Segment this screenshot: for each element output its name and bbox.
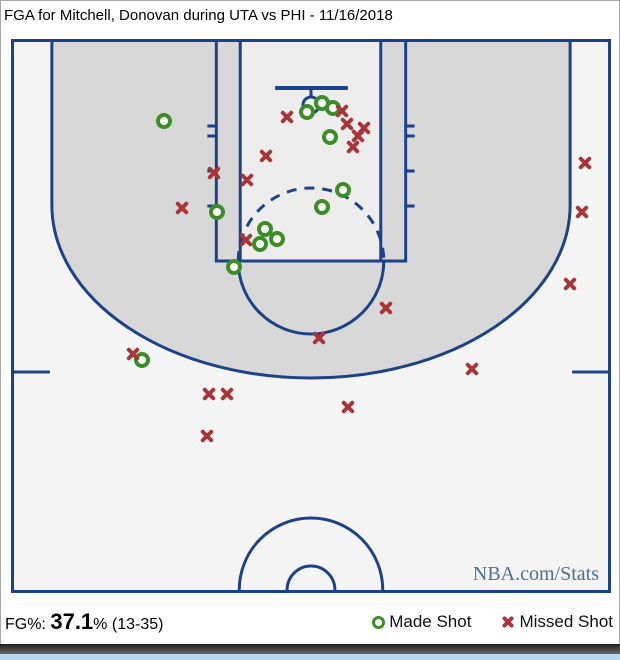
missed-shot-marker[interactable]: [174, 200, 190, 216]
made-shot-marker[interactable]: [156, 113, 172, 129]
missed-shot-marker[interactable]: [562, 276, 578, 292]
missed-shot-marker[interactable]: [574, 204, 590, 220]
legend: Made Shot Missed Shot: [372, 599, 613, 645]
missed-shot-marker[interactable]: [219, 386, 235, 402]
made-shot-marker[interactable]: [269, 231, 285, 247]
made-shot-marker[interactable]: [252, 236, 268, 252]
missed-shot-marker[interactable]: [125, 346, 141, 362]
missed-shot-marker[interactable]: [201, 386, 217, 402]
fg-label: FG%:: [5, 616, 46, 633]
missed-shot-marker[interactable]: [199, 428, 215, 444]
made-shot-marker[interactable]: [335, 182, 351, 198]
legend-item-missed: Missed Shot: [501, 612, 613, 632]
missed-shot-marker[interactable]: [345, 139, 361, 155]
halfcourt-diagram: NBA.com/Stats: [11, 39, 611, 593]
widget-bottom-shadow: [0, 644, 620, 654]
legend-item-made: Made Shot: [372, 612, 471, 632]
free-throw-circle-top: [236, 186, 386, 262]
legend-made-label: Made Shot: [389, 612, 472, 631]
missed-shot-icon: [501, 615, 515, 629]
shot-chart-widget: FGA for Mitchell, Donovan during UTA vs …: [0, 0, 620, 645]
fg-percentage-line: FG%: 37.1% (13-35): [5, 609, 163, 635]
page-background-strip: [0, 654, 620, 660]
made-shot-icon: [372, 615, 386, 629]
missed-shot-marker[interactable]: [239, 172, 255, 188]
made-shot-marker[interactable]: [314, 199, 330, 215]
made-shot-marker[interactable]: [257, 221, 273, 237]
missed-shot-marker[interactable]: [464, 361, 480, 377]
missed-shot-marker[interactable]: [206, 165, 222, 181]
missed-shot-marker[interactable]: [279, 109, 295, 125]
missed-shot-marker[interactable]: [577, 155, 593, 171]
center-circle-inner: [285, 564, 337, 590]
made-shot-marker[interactable]: [299, 104, 315, 120]
key-inner-lines: [238, 42, 383, 261]
fg-value: 37.1: [50, 609, 94, 634]
missed-shot-marker[interactable]: [238, 232, 254, 248]
missed-shot-marker[interactable]: [258, 148, 274, 164]
key-outer-lines: [214, 42, 408, 263]
nba-stats-watermark: NBA.com/Stats: [472, 563, 599, 585]
center-circle-outer: [237, 516, 385, 590]
fg-detail: (13-35): [111, 616, 164, 633]
made-shot-marker[interactable]: [209, 204, 225, 220]
fg-unit: %: [93, 616, 108, 633]
court-drawing: [14, 42, 608, 590]
stats-footer: FG%: 37.1% (13-35) Made Shot Missed Shot: [1, 599, 619, 645]
made-shot-marker[interactable]: [226, 259, 242, 275]
missed-shot-marker[interactable]: [340, 399, 356, 415]
missed-shot-marker[interactable]: [378, 300, 394, 316]
missed-shot-marker[interactable]: [311, 330, 327, 346]
legend-missed-label: Missed Shot: [519, 612, 613, 631]
made-shot-marker[interactable]: [322, 129, 338, 145]
chart-title: FGA for Mitchell, Donovan during UTA vs …: [4, 7, 393, 24]
